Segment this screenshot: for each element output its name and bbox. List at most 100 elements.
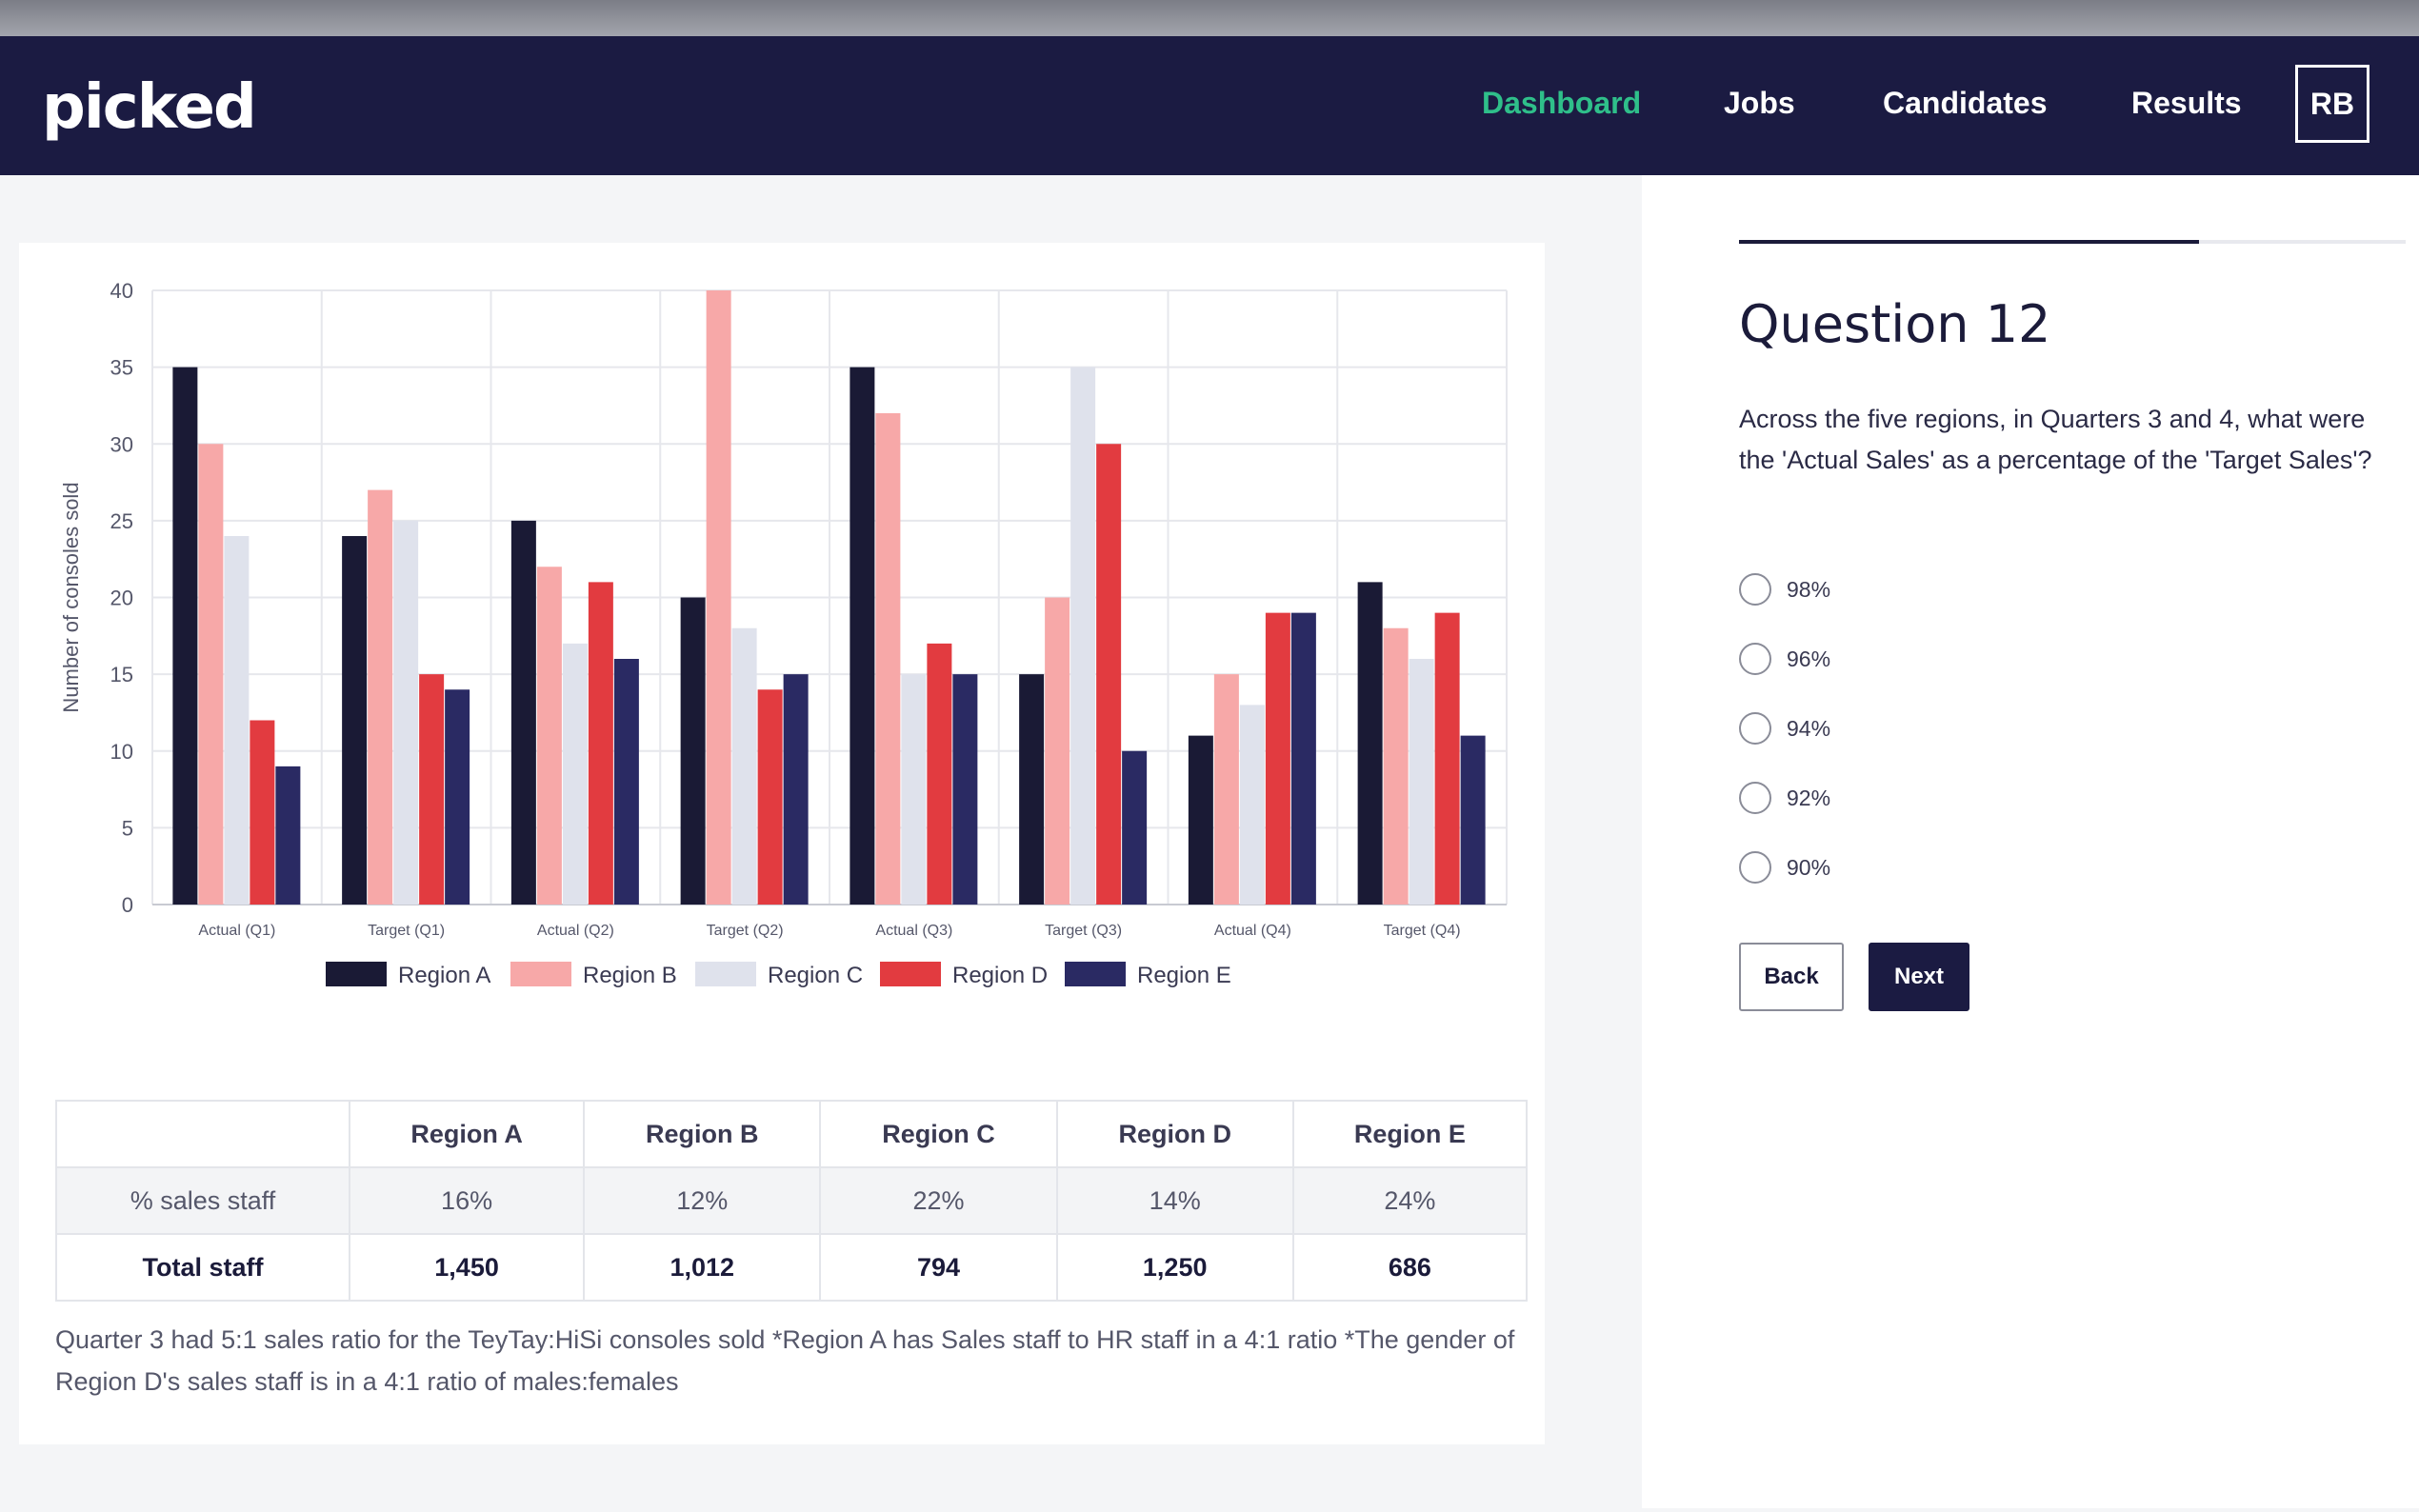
- bar: [1045, 597, 1070, 905]
- answer-option[interactable]: 94%: [1739, 712, 1830, 745]
- bar: [419, 674, 445, 905]
- progress-bar: [1739, 240, 2406, 244]
- nav-candidates[interactable]: Candidates: [1883, 86, 2048, 120]
- bar: [342, 536, 368, 905]
- answer-option-label: 90%: [1787, 854, 1831, 880]
- bar: [1188, 735, 1213, 905]
- bar: [680, 597, 706, 905]
- x-tick-label: Target (Q1): [368, 923, 445, 939]
- x-tick-label: Actual (Q3): [875, 923, 952, 939]
- answer-option-label: 98%: [1787, 576, 1831, 602]
- legend-label: Region A: [398, 963, 490, 988]
- table-row: % sales staff 16% 12% 22% 14% 24%: [55, 1166, 1529, 1235]
- table-cell: 1,250: [1055, 1233, 1294, 1302]
- user-avatar-button[interactable]: RB: [2295, 65, 2369, 143]
- x-tick-label: Actual (Q4): [1214, 923, 1291, 939]
- legend-swatch: [1065, 962, 1126, 986]
- x-tick-label: Actual (Q2): [537, 923, 614, 939]
- answer-option[interactable]: 98%: [1739, 573, 1830, 606]
- bar: [875, 413, 901, 905]
- legend-swatch: [510, 962, 571, 986]
- bar: [1383, 627, 1409, 905]
- answer-option[interactable]: 90%: [1739, 851, 1830, 884]
- legend-swatch: [326, 962, 387, 986]
- table-header-cell: Region C: [819, 1100, 1058, 1168]
- table-header-cell: Region B: [583, 1100, 822, 1168]
- table-header-cell: Region D: [1055, 1100, 1294, 1168]
- data-panel: 0 5 10 15 20 25 30 35 40 Actual (Q1) Target (Q1) Ac…: [19, 243, 1545, 1444]
- y-tick-label: 35: [110, 356, 133, 380]
- nav-results[interactable]: Results: [2131, 86, 2242, 120]
- bar: [562, 643, 588, 905]
- bar: [393, 520, 419, 905]
- table-cell: 12%: [583, 1166, 822, 1235]
- navbar: picked Dashboard Jobs Candidates Results…: [0, 36, 2419, 175]
- bar: [731, 627, 757, 905]
- bar: [1290, 612, 1316, 905]
- back-button[interactable]: Back: [1739, 943, 1844, 1011]
- legend-label: Region E: [1137, 963, 1231, 988]
- table-header-row: Region A Region B Region C Region D Regi…: [55, 1100, 1529, 1168]
- bar: [1239, 705, 1265, 905]
- bar: [901, 674, 927, 905]
- answer-option[interactable]: 92%: [1739, 782, 1830, 814]
- y-tick-label: 25: [110, 509, 133, 533]
- radio-button[interactable]: [1739, 573, 1771, 606]
- bar: [1409, 659, 1434, 905]
- answer-option-label: 94%: [1787, 715, 1831, 741]
- radio-button[interactable]: [1739, 643, 1771, 675]
- bar: [1070, 367, 1096, 905]
- question-panel: Question 12 Across the five regions, in …: [1642, 175, 2419, 1508]
- y-tick-label: 15: [110, 663, 133, 686]
- radio-button[interactable]: [1739, 712, 1771, 745]
- table-cell: 16%: [348, 1166, 586, 1235]
- answer-option[interactable]: 96%: [1739, 643, 1830, 675]
- staff-table: Region A Region B Region C Region D Regi…: [55, 1100, 1529, 1302]
- radio-button[interactable]: [1739, 851, 1771, 884]
- bar: [1265, 612, 1290, 905]
- table-cell: 1,012: [583, 1233, 822, 1302]
- radio-button[interactable]: [1739, 782, 1771, 814]
- table-cell: 794: [819, 1233, 1058, 1302]
- bar: [172, 367, 198, 905]
- table-cell: % sales staff: [55, 1166, 350, 1235]
- bar: [850, 367, 875, 905]
- table-cell: 1,450: [348, 1233, 586, 1302]
- bar: [1096, 444, 1122, 905]
- browser-top-strip: [0, 0, 2419, 36]
- legend-swatch: [695, 962, 756, 986]
- nav-dashboard[interactable]: Dashboard: [1482, 86, 1642, 120]
- bar: [706, 290, 731, 905]
- table-cell: 686: [1291, 1233, 1529, 1302]
- bar: [536, 567, 562, 905]
- bar: [588, 582, 613, 905]
- y-tick-label: 20: [110, 587, 133, 610]
- bar: [757, 689, 783, 905]
- bar: [224, 536, 250, 905]
- table-cell: Total staff: [55, 1233, 350, 1302]
- bar: [510, 520, 536, 905]
- legend-label: Region B: [583, 963, 677, 988]
- bar: [368, 489, 393, 905]
- nav-jobs[interactable]: Jobs: [1724, 86, 1795, 120]
- bar: [1213, 674, 1239, 905]
- logo[interactable]: picked: [42, 72, 257, 143]
- y-tick-label: 0: [122, 893, 133, 917]
- table-header-cell: [55, 1100, 350, 1168]
- table-cell: 22%: [819, 1166, 1058, 1235]
- x-tick-label: Target (Q3): [1045, 923, 1122, 939]
- bar: [198, 444, 224, 905]
- x-tick-label: Actual (Q1): [198, 923, 275, 939]
- y-tick-label: 10: [110, 740, 133, 764]
- y-tick-label: 40: [110, 279, 133, 303]
- bar: [783, 674, 809, 905]
- bar: [1019, 674, 1045, 905]
- y-tick-label: 5: [122, 816, 133, 840]
- question-text: Across the five regions, in Quarters 3 a…: [1739, 405, 2372, 474]
- answer-option-label: 92%: [1787, 785, 1831, 810]
- bar: [1460, 735, 1486, 905]
- bar: [1434, 612, 1460, 905]
- table-row: Total staff 1,450 1,012 794 1,250 686: [55, 1233, 1529, 1302]
- next-button[interactable]: Next: [1869, 943, 1969, 1011]
- y-tick-label: 30: [110, 432, 133, 456]
